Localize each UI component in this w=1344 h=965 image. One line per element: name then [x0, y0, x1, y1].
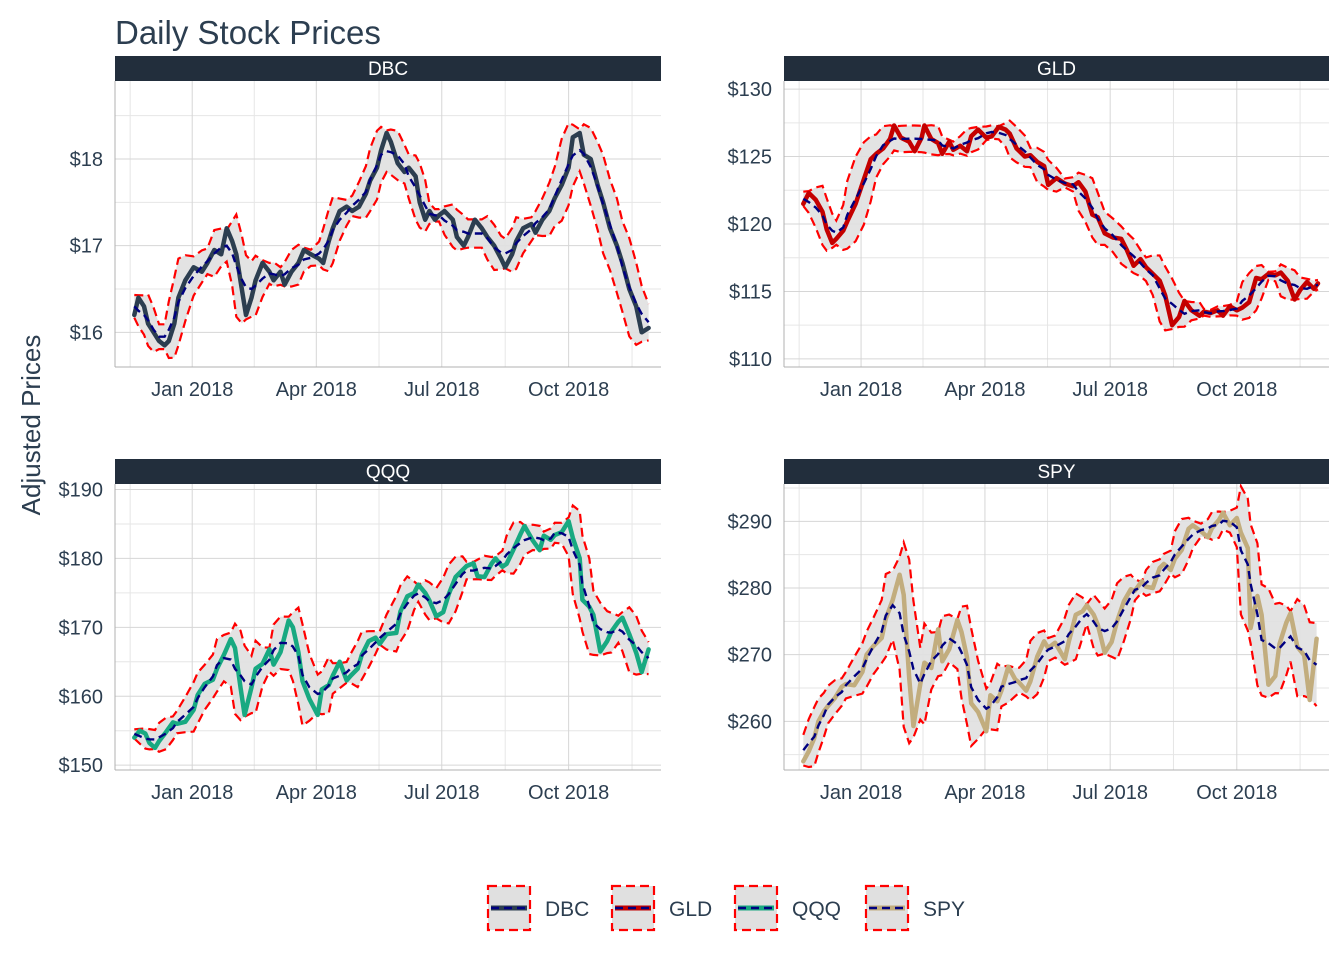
- x-tick-label: Apr 2018: [276, 379, 357, 401]
- band-upper-line: [802, 484, 1317, 736]
- y-tick-label: $150: [59, 755, 104, 777]
- y-tick-label: $16: [70, 322, 103, 344]
- x-tick-label: Oct 2018: [528, 782, 609, 804]
- y-tick-label: $270: [728, 645, 773, 667]
- legend: DBC GLD QQQ SPY: [486, 884, 965, 932]
- x-tick-label: Jul 2018: [1072, 379, 1148, 401]
- y-tick-label: $17: [70, 236, 103, 258]
- legend-item-spy: SPY: [864, 884, 965, 932]
- x-tick-label: Jan 2018: [151, 379, 233, 401]
- x-tick-label: Jul 2018: [1072, 782, 1148, 804]
- x-tick-label: Jan 2018: [820, 782, 902, 804]
- facet-strip-label: QQQ: [366, 462, 410, 483]
- legend-label: DBC: [545, 898, 589, 921]
- rolling-mean-line: [802, 519, 1318, 751]
- x-tick-label: Jul 2018: [404, 379, 480, 401]
- y-tick-label: $110: [729, 349, 772, 371]
- y-tick-label: $180: [59, 548, 104, 570]
- x-tick-label: Jul 2018: [404, 782, 480, 804]
- facet-strip: [784, 56, 1329, 81]
- y-tick-label: $280: [728, 578, 773, 600]
- x-tick-label: Jan 2018: [820, 379, 902, 401]
- facet-strip-label: SPY: [1037, 462, 1075, 483]
- band-lower-line: [133, 541, 649, 754]
- facet-strip: [784, 459, 1329, 484]
- legend-label: GLD: [669, 898, 712, 921]
- band-upper-line: [803, 119, 1319, 312]
- rolling-mean-line: [133, 531, 650, 741]
- x-tick-label: Oct 2018: [528, 379, 609, 401]
- chart-title: Daily Stock Prices: [115, 14, 381, 51]
- legend-item-qqq: QQQ: [733, 884, 841, 932]
- rolling-mean-line: [802, 130, 1319, 316]
- series-line-spy: [801, 510, 1319, 764]
- y-tick-label: $290: [728, 511, 773, 533]
- facet-strip: [115, 56, 661, 81]
- band-lower-line: [802, 137, 1319, 332]
- legend-item-dbc: DBC: [486, 884, 589, 932]
- panel-qqq: QQQ $150 $160 $170 $180 $190 Jan 2018 Apr 2018 J…: [59, 459, 661, 804]
- x-tick-label: Apr 2018: [944, 782, 1025, 804]
- y-tick-label: $18: [70, 149, 103, 171]
- plot-area: [801, 119, 1321, 332]
- facet-strip-label: DBC: [368, 59, 408, 80]
- facet-strip: [115, 459, 661, 484]
- facet-panels: DBC $16 $17 $18 Jan 2018 Apr 2018 Jul 2018 Oct …: [59, 56, 1329, 804]
- series-line-qqq: [132, 518, 651, 751]
- rolling-mean-line: [133, 148, 650, 338]
- x-tick-label: Apr 2018: [276, 782, 357, 804]
- y-axis-label: Adjusted Prices: [16, 335, 46, 516]
- x-tick-label: Oct 2018: [1196, 782, 1277, 804]
- y-tick-label: $125: [728, 147, 773, 169]
- panel-spy: SPY $260 $270 $280 $290 Jan 2018 Apr 2018 Jul 2…: [728, 459, 1329, 804]
- facet-strip-label: GLD: [1037, 59, 1076, 80]
- legend-label: QQQ: [792, 898, 841, 921]
- y-tick-label: $190: [59, 480, 104, 502]
- y-tick-label: $260: [728, 711, 773, 733]
- band-upper-line: [134, 503, 650, 732]
- band-lower-line: [133, 168, 649, 360]
- band-upper-line: [134, 121, 650, 326]
- x-tick-label: Apr 2018: [944, 379, 1025, 401]
- x-tick-label: Jan 2018: [151, 782, 233, 804]
- y-tick-label: $120: [728, 214, 773, 236]
- x-tick-label: Oct 2018: [1196, 379, 1277, 401]
- y-tick-label: $115: [729, 281, 772, 303]
- panel-gld: GLD $110 $115 $120 $125 $130 Jan 2018 Apr 2018 J…: [728, 56, 1329, 401]
- legend-item-gld: GLD: [610, 884, 712, 932]
- plot-area: [132, 503, 651, 754]
- confidence-band: [803, 486, 1317, 767]
- panel-dbc: DBC $16 $17 $18 Jan 2018 Apr 2018 Jul 2018 Oct …: [70, 56, 661, 401]
- y-tick-label: $160: [59, 686, 104, 708]
- confidence-band: [134, 123, 649, 358]
- plot-area: [801, 484, 1319, 769]
- band-lower-line: [803, 528, 1318, 769]
- plot-area: [132, 121, 651, 360]
- legend-label: SPY: [923, 898, 965, 921]
- y-tick-label: $170: [59, 617, 104, 639]
- y-tick-label: $130: [728, 79, 773, 101]
